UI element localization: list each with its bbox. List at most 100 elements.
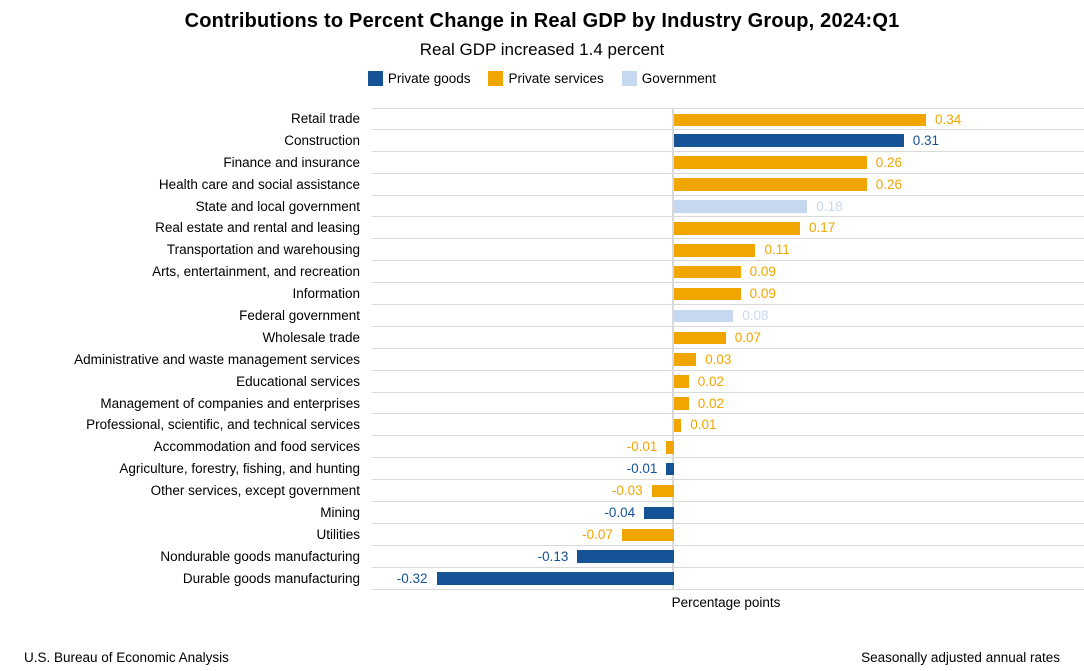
category-label: Utilities <box>316 526 360 542</box>
row-plot-area: -0.01 <box>372 458 1084 481</box>
row-plot-area: 0.26 <box>372 174 1084 196</box>
chart-row: Agriculture, forestry, fishing, and hunt… <box>0 458 1084 481</box>
value-label: 0.07 <box>734 329 762 345</box>
bar <box>673 309 734 323</box>
value-label: -0.03 <box>611 483 643 499</box>
chart-row: Mining -0.04 <box>0 502 1084 524</box>
bar <box>673 375 689 388</box>
legend-label: Government <box>641 71 717 86</box>
bar <box>673 113 926 127</box>
bar <box>673 287 741 301</box>
value-label: 0.34 <box>935 112 962 127</box>
legend: Private goods Private services Government <box>0 71 1084 86</box>
value-label: 0.17 <box>808 220 836 236</box>
bar <box>673 331 726 345</box>
category-label: Real estate and rental and leasing <box>155 220 360 236</box>
row-plot-area: -0.13 <box>372 546 1084 568</box>
category-label: Retail trade <box>290 111 360 126</box>
category-label: Administrative and waste management serv… <box>74 351 360 367</box>
bar <box>666 440 674 454</box>
category-label: Accommodation and food services <box>153 439 360 455</box>
chart-row: Retail trade 0.34 <box>0 108 1084 130</box>
category-label: Durable goods manufacturing <box>182 570 360 586</box>
chart-row: Management of companies and enterprises 0… <box>0 393 1084 415</box>
row-plot-area: 0.17 <box>372 217 1084 240</box>
chart-row: Other services, except government -0.03 <box>0 480 1084 503</box>
chart-row: Nondurable goods manufacturing -0.13 <box>0 546 1084 568</box>
legend-label: Private services <box>508 71 604 86</box>
value-label: 0.11 <box>764 242 790 258</box>
zero-axis-line <box>672 108 674 590</box>
value-label: 0.09 <box>749 264 776 280</box>
bar <box>673 134 904 148</box>
row-plot-area: 0.34 <box>372 108 1084 130</box>
value-label: 0.26 <box>875 154 902 170</box>
value-label: -0.01 <box>626 461 658 477</box>
value-label: 0.02 <box>697 395 724 411</box>
category-label: Federal government <box>239 308 360 324</box>
row-plot-area: -0.01 <box>372 436 1084 459</box>
row-plot-area: 0.26 <box>372 152 1084 174</box>
row-plot-area: -0.07 <box>372 524 1084 546</box>
category-label: Construction <box>284 132 360 148</box>
bar <box>666 462 674 476</box>
bar <box>644 506 674 520</box>
value-label: 0.09 <box>749 286 776 302</box>
row-plot-area: -0.04 <box>372 502 1084 524</box>
row-plot-area: 0.18 <box>372 196 1084 218</box>
chart-row: Transportation and warehousing 0.11 <box>0 239 1084 262</box>
chart-title: Contributions to Percent Change in Real … <box>184 10 900 32</box>
value-label: 0.31 <box>912 132 940 148</box>
row-plot-area: 0.07 <box>372 327 1084 349</box>
value-label: 0.26 <box>875 176 902 192</box>
legend-item: Private goods <box>367 71 471 86</box>
chart-row: Administrative and waste management serv… <box>0 349 1084 371</box>
x-axis-label: Percentage points <box>671 594 781 610</box>
row-plot-area: -0.03 <box>372 480 1084 503</box>
chart-row: Health care and social assistance 0.26 <box>0 174 1084 196</box>
value-label: 0.02 <box>697 373 724 389</box>
value-label: -0.04 <box>604 505 636 521</box>
legend-swatch-icon <box>367 71 383 86</box>
category-label: Mining <box>320 505 360 521</box>
bar <box>673 353 697 366</box>
chart-row: Federal government 0.08 <box>0 305 1084 327</box>
legend-swatch-icon <box>488 71 504 86</box>
footer: U.S. Bureau of Economic Analysis Seasona… <box>0 650 1084 665</box>
row-plot-area: 0.02 <box>372 393 1084 415</box>
chart-row: Finance and insurance 0.26 <box>0 152 1084 174</box>
row-plot-area: 0.08 <box>372 305 1084 327</box>
chart-row: Information 0.09 <box>0 283 1084 306</box>
category-label: Wholesale trade <box>262 329 360 345</box>
category-label: Educational services <box>236 373 360 389</box>
bar <box>577 550 674 563</box>
category-label: Arts, entertainment, and recreation <box>152 264 360 280</box>
legend-swatch-icon <box>621 71 637 86</box>
value-label: -0.32 <box>396 570 428 586</box>
category-label: State and local government <box>195 198 360 214</box>
value-label: -0.01 <box>626 439 658 455</box>
category-label: Agriculture, forestry, fishing, and hunt… <box>119 461 360 477</box>
bar <box>673 178 867 191</box>
chart-row: Wholesale trade 0.07 <box>0 327 1084 349</box>
row-plot-area: 0.11 <box>372 239 1084 262</box>
value-label: -0.13 <box>537 548 569 564</box>
bar <box>436 572 674 585</box>
chart-row: Accommodation and food services -0.01 <box>0 436 1084 459</box>
legend-item: Government <box>621 71 717 86</box>
chart-row: Educational services 0.02 <box>0 371 1084 393</box>
bar <box>651 484 674 498</box>
value-label: 0.08 <box>742 308 769 324</box>
value-label: 0.01 <box>690 417 717 433</box>
category-label: Professional, scientific, and technical … <box>86 417 360 433</box>
row-plot-area: -0.32 <box>372 568 1084 590</box>
chart-row: Professional, scientific, and technical … <box>0 414 1084 437</box>
category-label: Management of companies and enterprises <box>100 395 360 411</box>
category-label: Information <box>292 286 360 302</box>
bar <box>673 265 741 279</box>
legend-label: Private goods <box>387 71 471 86</box>
bar <box>673 243 756 257</box>
row-plot-area: 0.09 <box>372 283 1084 306</box>
chart-rows: Retail trade 0.34 Construction 0.31 Finance … <box>0 108 1084 590</box>
bar <box>673 222 800 235</box>
